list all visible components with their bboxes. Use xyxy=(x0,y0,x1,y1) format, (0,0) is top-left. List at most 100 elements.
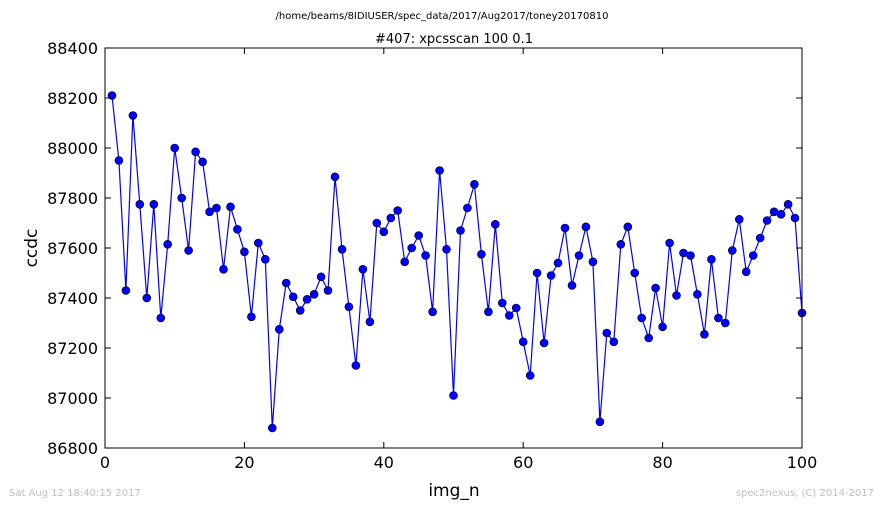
data-point xyxy=(414,231,424,240)
x-tick-label: 20 xyxy=(234,453,254,472)
data-point xyxy=(149,200,159,209)
data-point xyxy=(560,223,570,233)
data-point xyxy=(588,257,598,267)
data-point xyxy=(121,286,131,295)
data-point xyxy=(602,328,612,338)
y-tick-label: 88000 xyxy=(47,139,98,158)
data-point xyxy=(421,251,430,260)
data-point xyxy=(748,251,758,260)
data-point xyxy=(665,238,674,248)
x-tick-label: 0 xyxy=(100,453,110,472)
data-point xyxy=(470,180,479,189)
data-point xyxy=(518,337,528,347)
x-tick-label: 60 xyxy=(513,453,533,472)
data-point xyxy=(260,254,270,264)
data-point xyxy=(783,200,793,209)
data-point xyxy=(114,156,124,165)
data-point xyxy=(184,246,193,255)
data-point xyxy=(546,271,556,280)
data-point xyxy=(358,264,368,274)
data-point xyxy=(435,166,444,175)
data-point xyxy=(609,337,619,347)
data-point xyxy=(379,227,389,237)
y-tick-label: 88200 xyxy=(47,89,98,108)
data-point xyxy=(672,291,681,300)
data-point xyxy=(323,286,333,295)
data-point xyxy=(720,318,730,328)
y-tick-label: 86800 xyxy=(47,439,98,458)
data-point xyxy=(776,210,786,219)
data-point xyxy=(463,203,472,213)
data-point xyxy=(734,215,744,224)
x-tick-label: 100 xyxy=(787,453,818,472)
y-tick-label: 87400 xyxy=(47,289,98,308)
data-point xyxy=(741,267,751,277)
data-point xyxy=(553,258,563,268)
data-point xyxy=(393,206,403,215)
data-point xyxy=(484,307,493,317)
x-tick-label: 80 xyxy=(652,453,672,472)
y-tick-label: 87200 xyxy=(47,339,98,358)
data-point xyxy=(240,247,249,257)
data-point xyxy=(511,303,521,313)
data-point xyxy=(762,216,772,225)
data-point xyxy=(142,293,152,303)
data-point xyxy=(644,333,654,343)
data-point xyxy=(253,238,263,248)
data-point xyxy=(504,311,514,320)
y-tick-label: 87600 xyxy=(47,239,98,258)
data-point xyxy=(274,324,284,334)
data-point xyxy=(525,371,535,380)
data-point xyxy=(198,157,207,167)
data-point xyxy=(156,313,166,323)
data-point xyxy=(658,322,667,332)
data-point xyxy=(707,254,716,264)
data-point xyxy=(205,207,214,217)
data-point xyxy=(497,298,507,308)
data-point xyxy=(442,245,451,254)
data-point xyxy=(219,264,228,274)
data-point xyxy=(623,222,633,232)
y-tick-label: 87800 xyxy=(47,189,98,208)
data-point xyxy=(755,233,765,243)
data-point xyxy=(490,220,500,229)
data-point xyxy=(302,294,312,304)
data-point xyxy=(477,250,486,259)
data-point xyxy=(616,240,626,249)
data-point xyxy=(288,292,298,302)
data-point xyxy=(309,289,319,299)
footer-credit: spec2nexus, (C) 2014-2017 xyxy=(735,488,874,499)
data-point xyxy=(651,283,660,293)
data-point xyxy=(212,203,221,213)
chart-suptitle: /home/beams/8IDIUSER/spec_data/2017/Aug2… xyxy=(276,11,609,22)
series-line xyxy=(111,95,803,429)
data-point xyxy=(267,423,277,433)
data-point xyxy=(316,272,326,282)
data-point xyxy=(428,307,437,317)
data-point xyxy=(170,143,179,153)
data-point xyxy=(790,213,800,223)
y-tick-label: 87000 xyxy=(47,389,98,408)
x-axis-label: img_n xyxy=(428,481,479,501)
data-point xyxy=(727,246,737,255)
data-point xyxy=(595,417,605,427)
data-point xyxy=(233,225,242,234)
data-point xyxy=(135,200,145,209)
x-tick-label: 40 xyxy=(374,453,394,472)
data-point xyxy=(581,222,591,232)
data-point xyxy=(226,202,235,212)
data-point xyxy=(400,257,410,267)
data-point xyxy=(128,111,138,120)
data-point xyxy=(344,302,354,312)
data-point xyxy=(714,313,723,323)
data-point xyxy=(532,268,542,278)
data-point xyxy=(630,268,640,278)
data-point xyxy=(700,329,709,339)
data-point xyxy=(365,317,375,327)
chart-title: #407: xpcsscan 100 0.1 xyxy=(375,32,533,47)
data-point xyxy=(191,147,200,157)
data-point xyxy=(567,281,577,290)
data-point xyxy=(539,338,549,348)
y-tick-label: 88400 xyxy=(47,39,98,58)
